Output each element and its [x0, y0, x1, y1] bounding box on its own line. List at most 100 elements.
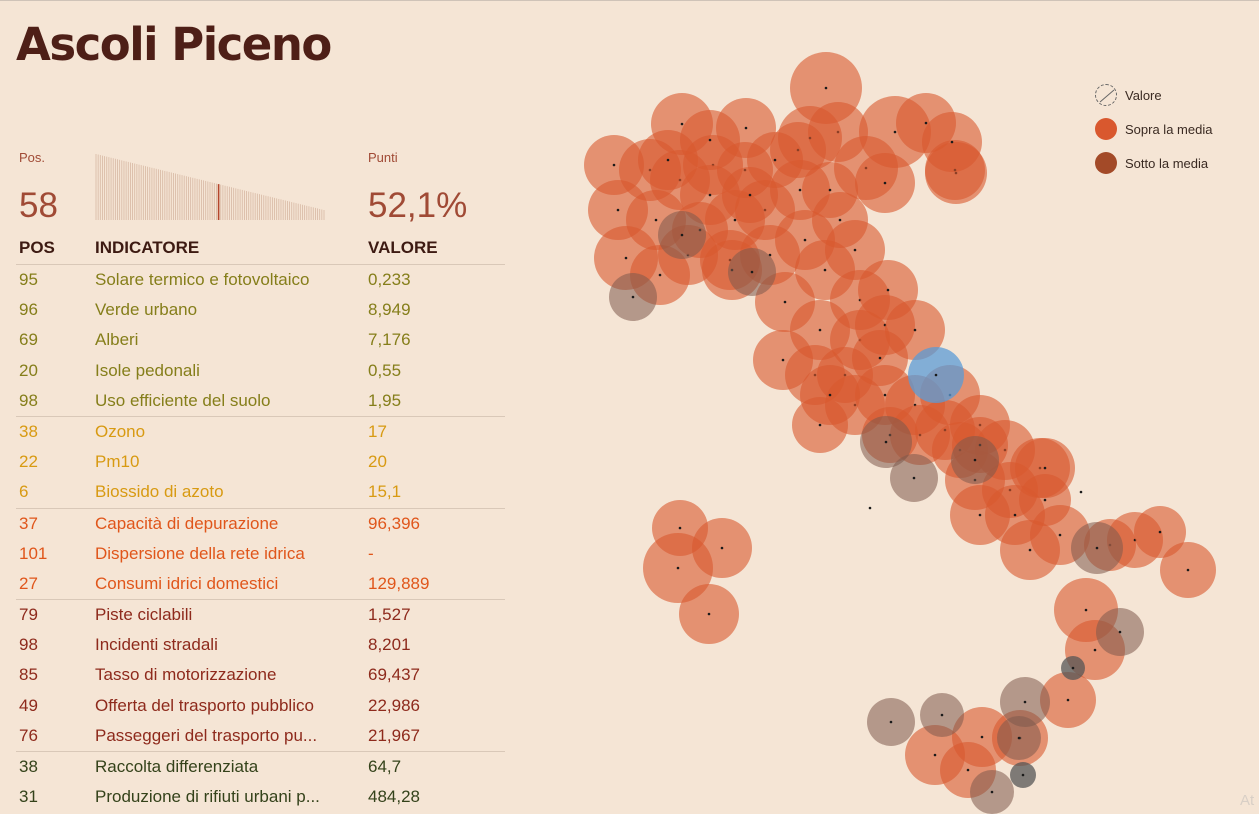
city-dot — [680, 122, 684, 126]
city-dot — [616, 208, 620, 212]
row-value: 8,949 — [368, 300, 411, 320]
city-dot — [966, 768, 970, 772]
row-value: 1,527 — [368, 605, 411, 625]
row-pos: 79 — [19, 605, 38, 625]
table-row[interactable]: 37 Capacità di depurazione 96,396 — [16, 507, 505, 539]
row-indicator: Raccolta differenziata — [95, 757, 259, 776]
points-value: 52,1% — [368, 186, 468, 225]
row-indicator: Ozono — [95, 421, 146, 441]
italy-bubble-map[interactable] — [570, 40, 1259, 814]
city-dot — [893, 130, 897, 134]
city-dot — [940, 713, 944, 717]
row-pos: 101 — [19, 543, 48, 563]
row-value: 484,28 — [368, 787, 420, 807]
city-dot — [1186, 568, 1190, 572]
row-pos: 6 — [19, 482, 29, 502]
city-dot — [978, 513, 982, 517]
city-dot — [1079, 490, 1083, 494]
city-dot — [1066, 698, 1070, 702]
city-dot — [612, 163, 616, 167]
legend-swatch — [1095, 118, 1117, 140]
city-dot — [973, 458, 977, 462]
row-indicator: Piste ciclabili — [95, 605, 193, 625]
column-header-indicator[interactable]: INDICATORE — [95, 238, 200, 257]
table-row[interactable]: 79 Piste ciclabili 1,527 — [16, 599, 505, 630]
row-indicator: Pm10 — [95, 452, 140, 472]
row-indicator: Passeggeri del trasporto pu... — [95, 725, 318, 745]
row-indicator: Biossido di azoto — [95, 482, 224, 502]
value-outline-icon — [1095, 84, 1117, 106]
legend-swatch — [1095, 152, 1117, 174]
city-dot — [912, 476, 916, 480]
city-dot — [883, 393, 887, 397]
city-dot — [773, 158, 777, 162]
row-indicator: Tasso di motorizzazione — [95, 665, 277, 685]
row-pos: 31 — [19, 787, 38, 807]
row-value: 96,396 — [368, 513, 420, 533]
table-row[interactable]: 98 Incidenti stradali 8,201 — [16, 630, 505, 660]
city-dot — [853, 248, 857, 252]
table-row[interactable]: 101 Dispersione della rete idrica - — [16, 539, 505, 569]
city-dot — [990, 790, 994, 794]
table-row[interactable]: 69 Alberi 7,176 — [16, 325, 505, 355]
row-value: 17 — [368, 421, 387, 441]
row-pos: 49 — [19, 695, 38, 715]
city-dot — [823, 268, 827, 272]
city-dot — [828, 393, 832, 397]
legend-label: Valore — [1125, 88, 1162, 103]
city-dot — [783, 300, 787, 304]
column-header-pos[interactable]: POS — [19, 238, 55, 257]
city-dot — [666, 158, 670, 162]
city-dot — [750, 270, 754, 274]
legend-label: Sotto la media — [1125, 156, 1209, 171]
row-value: 20 — [368, 452, 387, 472]
city-dot — [824, 86, 828, 90]
table-row[interactable]: 31 Produzione di rifiuti urbani p... 484,2… — [16, 782, 505, 812]
column-header-value[interactable]: VALORE — [368, 238, 438, 257]
table-row[interactable]: 6 Biossido di azoto 15,1 — [16, 477, 505, 507]
table-row[interactable]: 38 Ozono 17 — [16, 415, 505, 447]
row-pos: 98 — [19, 390, 38, 410]
table-row[interactable]: 96 Verde urbano 8,949 — [16, 295, 505, 325]
city-dot — [803, 238, 807, 242]
city-dot — [1118, 630, 1122, 634]
city-dot — [1071, 666, 1075, 670]
pos-label: Pos. — [19, 150, 46, 165]
table-row[interactable]: 38 Raccolta differenziata 64,7 — [16, 751, 505, 782]
city-dot — [744, 126, 748, 130]
points-label: Punti — [368, 150, 398, 165]
row-pos: 38 — [19, 757, 38, 776]
top-border — [0, 0, 1259, 1]
city-dot — [1158, 530, 1162, 534]
city-dot — [1017, 736, 1021, 740]
row-value: 64,7 — [368, 757, 402, 776]
table-row[interactable]: 22 Pm10 20 — [16, 447, 505, 477]
city-dot — [980, 735, 984, 739]
city-dot — [748, 193, 752, 197]
row-indicator: Uso efficiente del suolo — [95, 390, 271, 410]
row-indicator: Offerta del trasporto pubblico — [95, 695, 314, 715]
table-row[interactable]: 98 Uso efficiente del suolo 1,95 — [16, 386, 505, 416]
row-indicator: Produzione di rifiuti urbani p... — [95, 787, 320, 807]
table-row[interactable]: 76 Passeggeri del trasporto pu... 21,967 — [16, 721, 505, 751]
row-indicator: Alberi — [95, 330, 139, 350]
row-value: - — [368, 543, 374, 563]
city-dot — [798, 188, 802, 192]
row-value: 15,1 — [368, 482, 402, 502]
city-dot — [950, 140, 954, 144]
city-dot — [1028, 548, 1032, 552]
table-row[interactable]: 95 Solare termico e fotovoltaico 0,233 — [16, 264, 505, 295]
table-row[interactable]: 85 Tasso di motorizzazione 69,437 — [16, 660, 505, 690]
table-row[interactable]: 27 Consumi idrici domestici 129,889 — [16, 569, 505, 599]
city-dot — [933, 753, 937, 757]
city-dot — [676, 566, 680, 570]
row-pos: 76 — [19, 725, 38, 745]
city-dot — [889, 720, 893, 724]
city-dot — [680, 233, 684, 237]
table-row[interactable]: 49 Offerta del trasporto pubblico 22,986 — [16, 691, 505, 721]
row-pos: 85 — [19, 665, 38, 685]
city-dot — [733, 218, 737, 222]
table-row[interactable]: 20 Isole pedonali 0,55 — [16, 356, 505, 386]
city-dot — [884, 440, 888, 444]
city-dot — [886, 288, 890, 292]
